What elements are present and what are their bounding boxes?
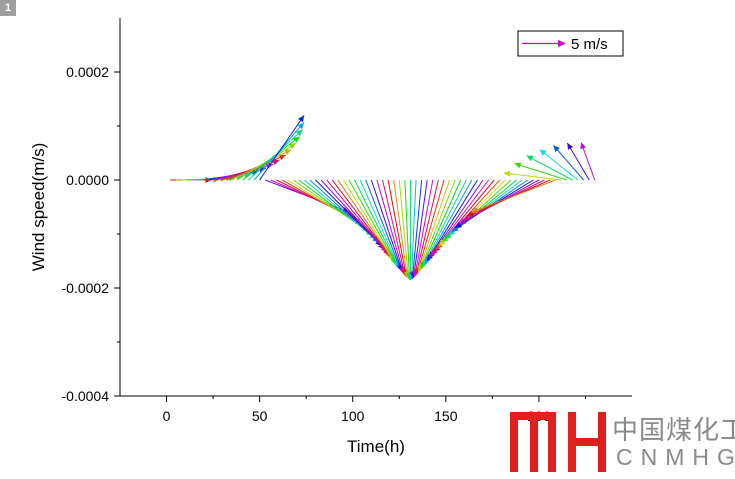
- vector-arrowhead: [289, 143, 296, 150]
- vector-shaft: [503, 172, 562, 181]
- vector-shaft: [404, 179, 410, 280]
- vector-shaft: [393, 179, 408, 278]
- vector-shaft: [414, 179, 434, 277]
- vector-shaft: [514, 162, 567, 181]
- vector-shaft: [410, 179, 417, 280]
- vector-shaft: [553, 144, 584, 181]
- y-tick-label: 0.0002: [66, 64, 109, 80]
- y-axis-label: Wind speed(m/s): [29, 143, 48, 271]
- vector-shaft: [566, 142, 590, 181]
- legend-label: 5 m/s: [571, 36, 608, 53]
- y-tick-label: -0.0002: [62, 280, 110, 296]
- vector-arrowhead: [284, 149, 292, 156]
- legend-arrow-head: [558, 40, 566, 47]
- watermark-english-text: CNMHG: [616, 444, 735, 470]
- vector-arrowhead: [448, 229, 456, 236]
- vector-shaft: [376, 179, 405, 275]
- vector-shaft: [326, 179, 388, 253]
- vector-shaft: [387, 179, 407, 277]
- vector-shaft: [415, 179, 439, 276]
- vector-arrowhead: [455, 222, 463, 228]
- vector-arrowhead: [297, 122, 304, 130]
- page-number-badge: 1: [0, 0, 16, 16]
- vector-shaft: [365, 179, 402, 271]
- vector-shaft: [315, 179, 383, 247]
- vector-shaft: [359, 179, 400, 269]
- vector-shaft: [580, 142, 596, 181]
- vector-arrowhead: [467, 210, 475, 217]
- vector-arrowhead: [298, 115, 305, 123]
- vector-shaft: [370, 179, 403, 273]
- vector-shaft: [382, 179, 406, 276]
- vector-shaft: [411, 179, 423, 279]
- vector-shaft: [526, 155, 573, 181]
- vector-shaft: [320, 179, 385, 250]
- vector-arrowhead: [458, 218, 466, 225]
- vector-arrowhead: [444, 232, 452, 240]
- vector-shaft: [342, 179, 395, 262]
- x-tick-label: 0: [163, 408, 171, 424]
- x-tick-label: 100: [341, 408, 365, 424]
- chart-legend: 5 m/s: [517, 30, 624, 57]
- y-tick-label: 0.0000: [66, 172, 109, 188]
- y-tick-label: -0.0004: [62, 388, 110, 404]
- vector-arrowhead: [503, 170, 511, 177]
- vector-shaft: [471, 179, 556, 213]
- vector-arrowhead: [292, 136, 300, 143]
- vector-series: [170, 115, 596, 280]
- vector-arrowhead: [553, 145, 560, 153]
- watermark-chinese-text: 中国煤化工: [612, 416, 735, 446]
- vector-shaft: [419, 179, 456, 271]
- vector-arrowhead: [471, 207, 479, 213]
- vector-shaft: [337, 179, 393, 259]
- vector-arrowhead: [514, 162, 522, 169]
- vector-arrowhead: [539, 149, 547, 156]
- vector-shaft: [426, 179, 478, 262]
- x-tick-label: 150: [434, 408, 458, 424]
- vector-arrowhead: [567, 142, 574, 150]
- vector-arrowhead: [295, 129, 303, 137]
- vector-arrowhead: [580, 142, 587, 150]
- watermark: 中国煤化工 CNMHG: [508, 406, 735, 476]
- vector-shaft: [259, 115, 305, 181]
- vector-shaft: [398, 179, 409, 279]
- vector-shaft: [416, 179, 445, 275]
- vector-shaft: [421, 179, 462, 269]
- vector-shaft: [331, 179, 390, 256]
- vector-arrowhead: [278, 154, 286, 161]
- vector-shaft: [354, 179, 399, 267]
- x-axis-label: Time(h): [347, 437, 405, 456]
- vector-shaft: [348, 179, 397, 264]
- vector-shaft: [412, 179, 428, 278]
- vector-arrowhead: [462, 214, 470, 221]
- vector-arrowhead: [272, 159, 280, 165]
- x-tick-label: 50: [252, 408, 268, 424]
- vector-arrowhead: [451, 225, 459, 232]
- vector-shaft: [539, 149, 579, 181]
- vector-shaft: [418, 179, 451, 273]
- watermark-logo: [510, 412, 606, 472]
- vector-arrowhead: [526, 155, 534, 162]
